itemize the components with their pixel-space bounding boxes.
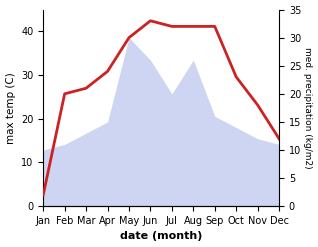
X-axis label: date (month): date (month) (120, 231, 202, 242)
Y-axis label: max temp (C): max temp (C) (5, 72, 16, 144)
Y-axis label: med. precipitation (kg/m2): med. precipitation (kg/m2) (303, 47, 313, 169)
